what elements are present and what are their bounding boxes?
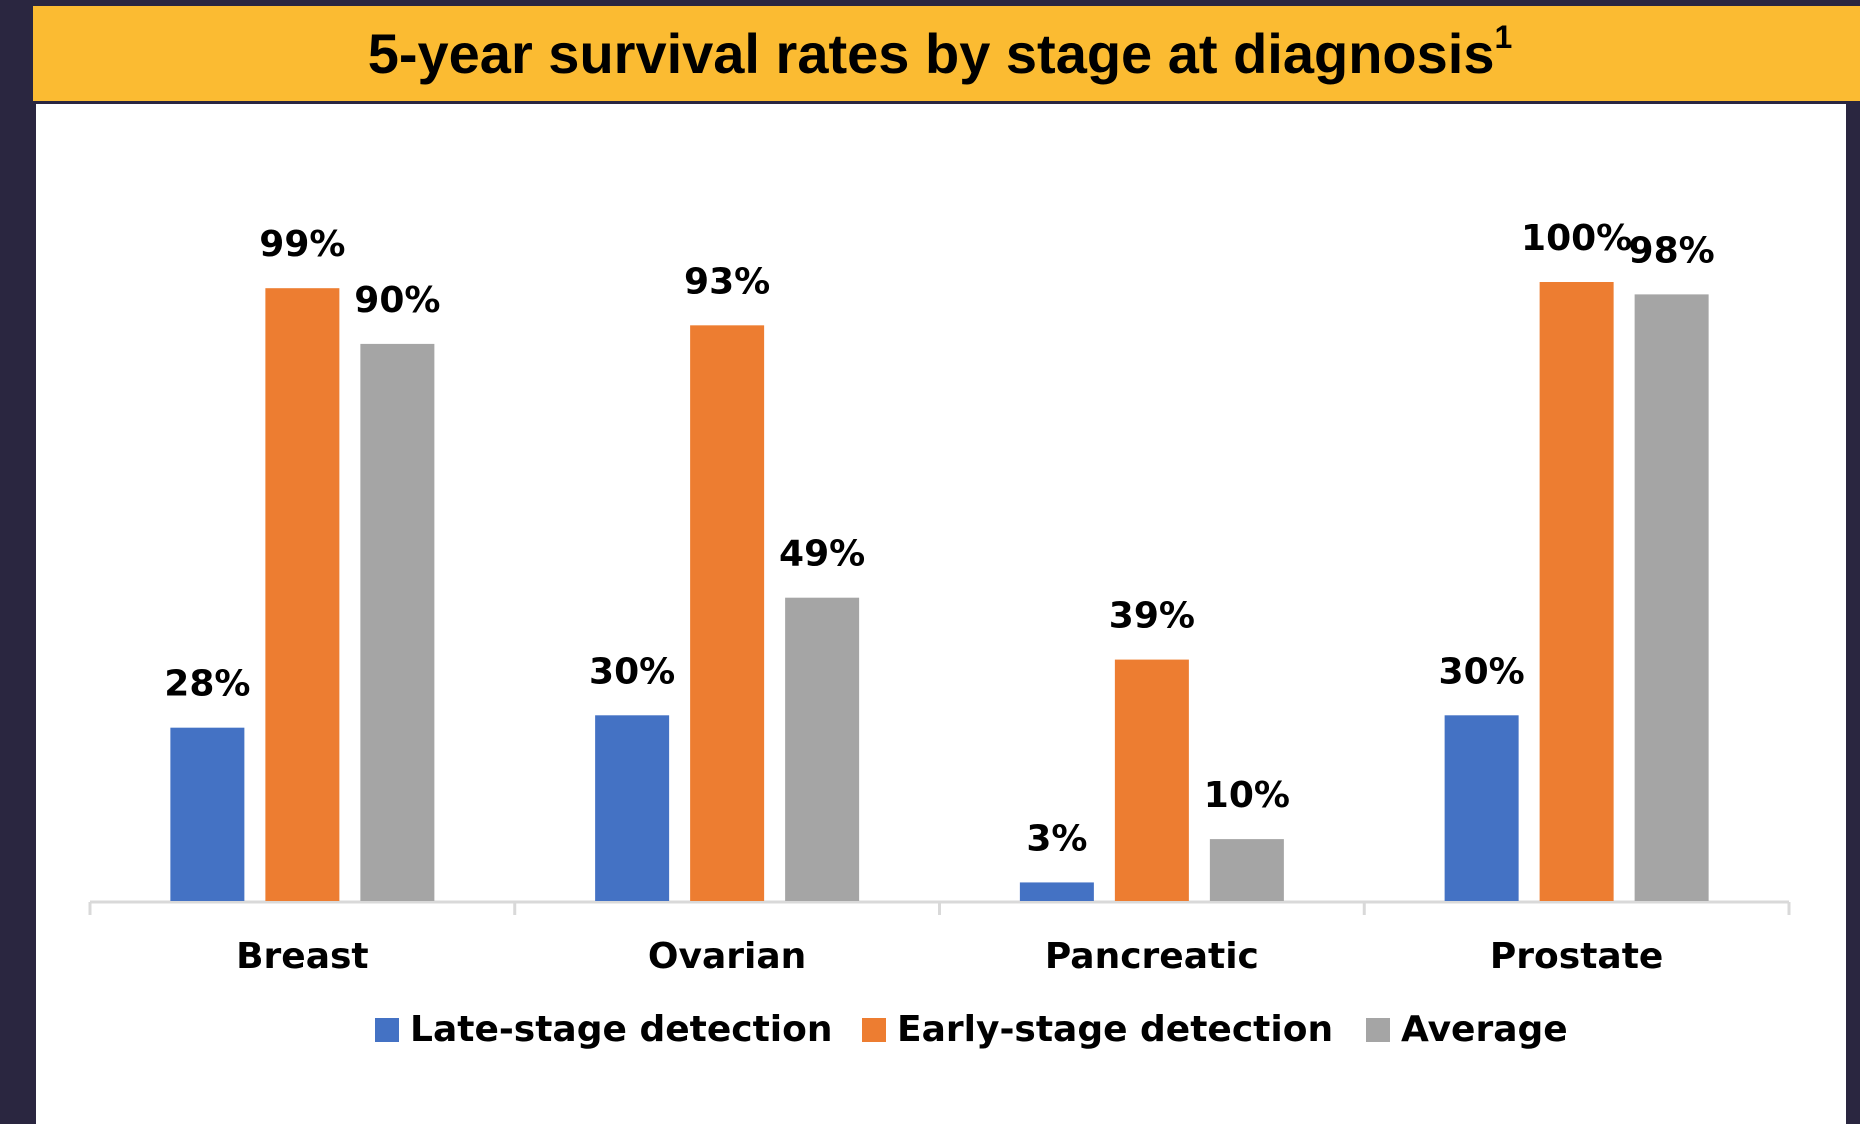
chart-title: 5-year survival rates by stage at diagno… bbox=[368, 22, 1495, 85]
data-label: 100% bbox=[1521, 218, 1632, 259]
bar bbox=[1114, 659, 1189, 901]
bar bbox=[1019, 882, 1094, 901]
bar bbox=[1444, 715, 1519, 901]
data-label: 49% bbox=[779, 534, 865, 575]
data-label: 90% bbox=[354, 280, 440, 321]
data-label: 28% bbox=[164, 664, 250, 705]
legend-swatch bbox=[375, 1018, 399, 1042]
bar bbox=[265, 288, 340, 901]
title-note: 1 bbox=[1494, 19, 1512, 55]
legend-swatch bbox=[1366, 1018, 1390, 1042]
x-tick-label: Prostate bbox=[1490, 936, 1663, 977]
x-tick-label: Pancreatic bbox=[1045, 936, 1259, 977]
legend-label: Late-stage detection bbox=[410, 1009, 833, 1050]
bar bbox=[595, 715, 670, 901]
bar bbox=[360, 343, 435, 901]
data-label: 39% bbox=[1109, 596, 1195, 637]
bar bbox=[785, 597, 860, 901]
x-tick-label: Ovarian bbox=[648, 936, 806, 977]
data-label: 10% bbox=[1204, 775, 1290, 816]
data-label: 30% bbox=[1439, 651, 1525, 692]
bar bbox=[1539, 282, 1614, 901]
legend-label: Early-stage detection bbox=[897, 1009, 1333, 1050]
bar bbox=[1634, 294, 1709, 901]
data-label: 3% bbox=[1026, 818, 1087, 859]
bar bbox=[690, 325, 765, 902]
bar bbox=[170, 727, 245, 901]
data-label: 93% bbox=[684, 261, 770, 302]
x-tick-label: Breast bbox=[236, 936, 369, 977]
data-label: 30% bbox=[589, 651, 675, 692]
bar bbox=[1209, 839, 1284, 901]
data-label: 98% bbox=[1629, 230, 1715, 271]
legend-label: Average bbox=[1401, 1009, 1568, 1050]
chart-title-group: 5-year survival rates by stage at diagno… bbox=[368, 19, 1513, 84]
legend-swatch bbox=[862, 1018, 886, 1042]
title-banner bbox=[33, 6, 1860, 101]
data-label: 99% bbox=[259, 224, 345, 265]
